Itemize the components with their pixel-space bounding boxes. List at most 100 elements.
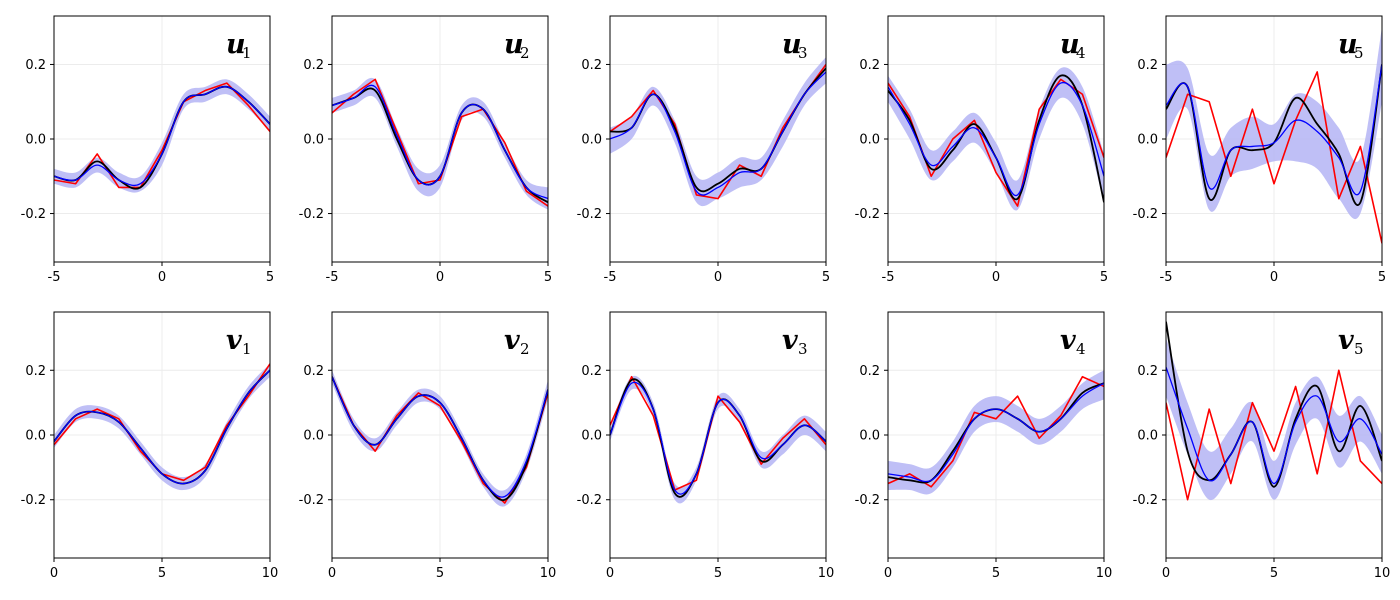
chart-panel-v3: 0 5 10 -0.2 0.0 0.2 v 3	[577, 311, 835, 581]
x-tick-label: 5	[992, 566, 1000, 581]
y-tick-label: -0.2	[855, 207, 880, 222]
y-tick-label: -0.2	[577, 207, 602, 222]
y-tick-label: -0.2	[21, 493, 46, 508]
uncertainty-band	[1166, 27, 1382, 220]
x-tick-label: 10	[1374, 566, 1391, 581]
y-tick-label: 0.2	[25, 58, 46, 73]
x-tick-label: 0	[606, 566, 614, 581]
chart-panel-v2: 0 5 10 -0.2 0.0 0.2 v 2	[299, 311, 557, 581]
y-tick-label: -0.2	[299, 207, 324, 222]
plot-marks	[610, 375, 826, 504]
panel-label: u	[226, 29, 246, 60]
y-tick-label: 0.0	[303, 133, 324, 148]
y-tick-label: 0.2	[1137, 364, 1158, 379]
series-line-estimate	[332, 376, 548, 498]
series-line-estimate	[332, 84, 548, 200]
chart-panel-v4: 0 5 10 -0.2 0.0 0.2 v 4	[855, 311, 1113, 581]
uncertainty-band	[888, 370, 1104, 495]
panel-label-index: 2	[520, 340, 530, 358]
series-line-estimate	[610, 381, 826, 495]
chart-panel-u3: -5 0 5 -0.2 0.0 0.2 u3	[577, 15, 830, 285]
panel-label-index: 4	[1076, 44, 1086, 62]
plot-marks	[1166, 27, 1382, 244]
y-tick-label: 0.0	[581, 133, 602, 148]
x-tick-label: 10	[1096, 566, 1113, 581]
uncertainty-band	[1166, 337, 1382, 501]
series-line-estimate	[888, 81, 1104, 197]
x-tick-label: 10	[262, 566, 279, 581]
plot-marks	[610, 57, 826, 207]
chart-panel-v5: 0 5 10-0.20.00.2v 5	[1133, 311, 1391, 581]
panel-label-index: 1	[242, 340, 252, 358]
uncertainty-band	[54, 79, 270, 193]
x-tick-label: 10	[540, 566, 557, 581]
series-line-observed	[332, 78, 548, 207]
plot-marks	[54, 363, 270, 491]
y-tick-label: 0.0	[303, 429, 324, 444]
x-tick-label: 10	[818, 566, 835, 581]
y-tick-label: -0.2	[299, 493, 324, 508]
panel-label: v	[1060, 325, 1076, 356]
plot-marks	[332, 370, 548, 507]
y-tick-label: 0.2	[25, 364, 46, 379]
y-tick-label: -0.2	[1133, 207, 1158, 222]
plot-marks	[332, 77, 548, 210]
x-tick-label: 0	[992, 270, 1000, 285]
panel-label: u	[504, 29, 524, 60]
y-tick-label: -0.2	[577, 493, 602, 508]
y-tick-label: 0.0	[25, 429, 46, 444]
x-tick-label: 0	[436, 270, 444, 285]
y-tick-label: 0.0	[859, 429, 880, 444]
y-tick-label: 0.0	[25, 133, 46, 148]
y-tick-label: -0.2	[855, 493, 880, 508]
y-tick-label: 0.2	[581, 364, 602, 379]
y-tick-label: 0.2	[303, 364, 324, 379]
plot-marks	[888, 67, 1104, 211]
uncertainty-band	[332, 370, 548, 507]
series-line-estimate	[1166, 366, 1382, 485]
chart-panel-u1: -5 0 5 -0.2 0.0 0.2 u1	[21, 15, 274, 285]
panel-label: v	[1338, 325, 1354, 356]
x-tick-label: 0	[884, 566, 892, 581]
panel-label: u	[1338, 29, 1358, 60]
plot-marks	[54, 79, 270, 193]
plot-marks	[888, 370, 1104, 495]
panel-label-index: 4	[1076, 340, 1086, 358]
y-tick-label: 0.2	[1137, 58, 1158, 73]
series-line-observed	[1166, 71, 1382, 244]
x-tick-label: 5	[1378, 270, 1386, 285]
series-line-observed	[1166, 369, 1382, 501]
y-tick-label: 0.2	[859, 58, 880, 73]
panel-label-index: 5	[1354, 44, 1364, 62]
x-tick-label: 0	[1270, 270, 1278, 285]
x-tick-label: -5	[604, 270, 617, 285]
chart-panel-u4: -5 0 5 -0.2 0.0 0.2 u4	[855, 15, 1108, 285]
x-tick-label: 5	[158, 566, 166, 581]
x-tick-label: 0	[50, 566, 58, 581]
x-tick-label: 5	[1270, 566, 1278, 581]
uncertainty-band	[888, 67, 1104, 211]
x-tick-label: 0	[328, 566, 336, 581]
series-line-estimate	[54, 369, 270, 485]
x-tick-label: 0	[158, 270, 166, 285]
x-tick-label: 5	[266, 270, 274, 285]
y-tick-label: 0.2	[303, 58, 324, 73]
y-tick-label: 0.0	[1137, 429, 1158, 444]
x-tick-label: -5	[48, 270, 61, 285]
x-tick-label: -5	[1160, 270, 1173, 285]
x-tick-label: 5	[714, 566, 722, 581]
panel-label: v	[782, 325, 798, 356]
x-tick-label: 5	[544, 270, 552, 285]
series-line-estimate	[1166, 64, 1382, 196]
y-tick-label: 0.2	[859, 364, 880, 379]
y-tick-label: 0.0	[1137, 133, 1158, 148]
panel-label-index: 5	[1354, 340, 1364, 358]
x-tick-label: -5	[882, 270, 895, 285]
panel-label: v	[226, 325, 242, 356]
panel-label-index: 1	[242, 44, 252, 62]
chart-panel-v1: 0 5 10 -0.2 0.0 0.2 v 1	[21, 311, 279, 581]
series-line-observed	[610, 63, 826, 200]
panel-label-index: 3	[798, 340, 808, 358]
series-line-truth	[1166, 321, 1382, 488]
